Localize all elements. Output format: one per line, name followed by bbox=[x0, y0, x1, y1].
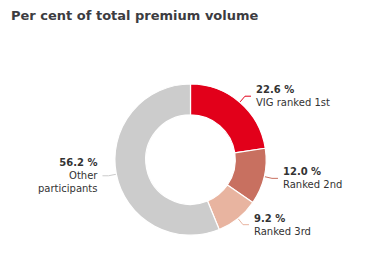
svg-text:Per cent of total premium volu: Per cent of total premium volume bbox=[11, 8, 259, 23]
svg-text:Ranked 2nd: Ranked 2nd bbox=[283, 179, 342, 190]
svg-text:Other: Other bbox=[69, 170, 98, 181]
svg-text:9.2 %: 9.2 % bbox=[254, 213, 285, 224]
svg-text:12.0 %: 12.0 % bbox=[283, 166, 321, 177]
svg-text:participants: participants bbox=[38, 183, 98, 194]
svg-text:Ranked 3rd: Ranked 3rd bbox=[254, 226, 311, 237]
svg-text:VIG ranked 1st: VIG ranked 1st bbox=[256, 97, 330, 108]
svg-text:22.6 %: 22.6 % bbox=[256, 84, 294, 95]
svg-text:56.2 %: 56.2 % bbox=[59, 157, 97, 168]
